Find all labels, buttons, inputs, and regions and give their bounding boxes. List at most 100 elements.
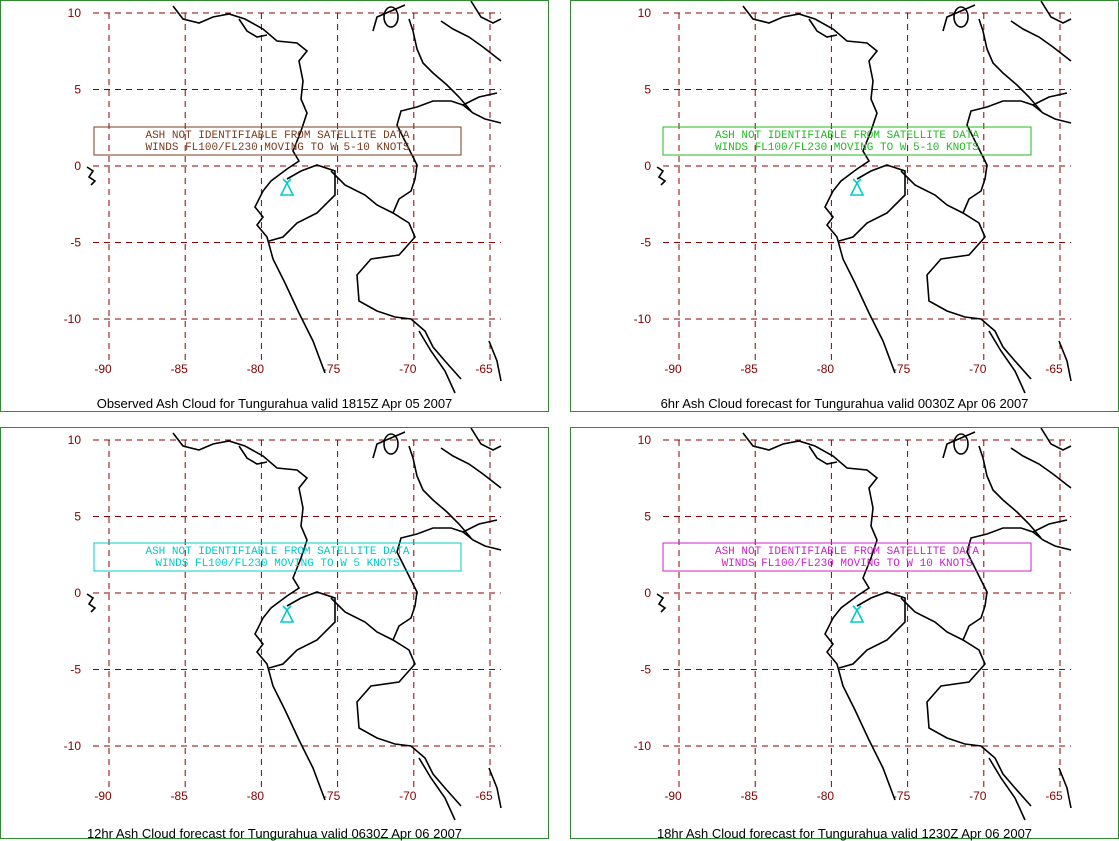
lat-tick-label: 5 [644, 510, 651, 524]
lake-outline [953, 6, 969, 28]
lat-tick-label: 5 [644, 83, 651, 97]
galapagos-islands [656, 593, 667, 613]
coastline-path [462, 519, 498, 533]
coastline-path [742, 5, 896, 374]
lat-tick-label: -10 [64, 739, 82, 753]
coastline-path [1010, 447, 1072, 489]
coastline-path [966, 100, 1072, 142]
ash-status-frame [93, 542, 462, 572]
coastline-path [1040, 1, 1072, 24]
ash-status-line-1: ASH NOT IDENTIFIABLE FROM SATELLITE DATA [715, 546, 979, 558]
lon-tick-label: -90 [664, 362, 682, 376]
lon-tick-label: -70 [969, 789, 987, 803]
ash-status-box: ASH NOT IDENTIFIABLE FROM SATELLITE DATA… [93, 126, 462, 156]
lat-tick-label: 0 [644, 159, 651, 173]
coastline-path [1032, 519, 1068, 533]
coastline-path [440, 447, 502, 489]
panel-caption: 18hr Ash Cloud forecast for Tungurahua v… [656, 826, 1033, 841]
coastline-path [268, 164, 336, 242]
coastline-path [488, 340, 502, 382]
coastline-path [396, 527, 502, 569]
map-canvas: 10 5 0 -5 -10 -90 -85 -80 -75 -70 -65 ASH NOT IDENT… [64, 428, 502, 821]
coastline-path [808, 18, 838, 38]
coastline-path [330, 170, 462, 380]
volcano-icon [849, 181, 865, 196]
coastline-path [962, 140, 988, 214]
lon-tick-label: -75 [323, 789, 341, 803]
coastline-path [470, 1, 502, 24]
coastline-path [488, 767, 502, 809]
lon-tick-label: -85 [171, 362, 189, 376]
lon-tick-label: -90 [664, 789, 682, 803]
coastline-path [900, 170, 1032, 380]
lon-tick-label: -85 [741, 362, 759, 376]
lon-tick-label: -70 [969, 362, 987, 376]
lon-tick-label: -70 [399, 789, 417, 803]
lat-tick-label: 0 [74, 586, 81, 600]
graticule [93, 12, 501, 361]
lon-tick-label: -80 [817, 789, 835, 803]
coastline-path [330, 597, 462, 807]
galapagos-islands [86, 593, 97, 613]
lat-tick-label: 0 [74, 159, 81, 173]
coastline-path [418, 330, 456, 394]
ash-status-line-2: WINDS FL100/FL230 MOVING TO W 10 KNOTS [722, 558, 973, 570]
lat-tick-label: -5 [640, 236, 651, 250]
map-panel-6hr: 10 5 0 -5 -10 -90 -85 -80 -75 -70 -65 ASH NOT IDENT… [570, 0, 1119, 412]
lat-tick-label: 10 [68, 433, 82, 447]
ash-status-box: ASH NOT IDENTIFIABLE FROM SATELLITE DATA… [93, 542, 462, 572]
coastline-path [1010, 20, 1072, 62]
map-canvas: 10 5 0 -5 -10 -90 -85 -80 -75 -70 -65 ASH NOT IDENT… [634, 1, 1072, 394]
galapagos-islands [656, 166, 667, 186]
coastline-path [392, 140, 418, 214]
lake-outline [383, 433, 399, 455]
coastline-path [988, 757, 1026, 821]
coastline-path [988, 330, 1026, 394]
lake-outline [953, 433, 969, 455]
graticule [93, 439, 501, 788]
map-panel-18hr: 10 5 0 -5 -10 -90 -85 -80 -75 -70 -65 ASH NOT IDENT… [570, 427, 1119, 841]
volcano-plume-icon [852, 605, 862, 612]
lon-tick-label: -90 [94, 362, 112, 376]
lon-tick-label: -80 [247, 789, 265, 803]
lat-tick-label: 0 [644, 586, 651, 600]
coastline-path [900, 597, 1032, 807]
coastline-path [1040, 428, 1072, 451]
lon-tick-label: -70 [399, 362, 417, 376]
volcano-plume-icon [282, 605, 292, 612]
coastline-path [462, 92, 498, 106]
panel-caption: 6hr Ash Cloud forecast for Tungurahua va… [660, 396, 1029, 411]
lat-tick-label: 10 [638, 433, 652, 447]
lat-tick-label: -5 [70, 236, 81, 250]
lon-tick-label: -85 [171, 789, 189, 803]
lat-tick-label: -10 [634, 312, 652, 326]
ash-status-frame [662, 542, 1032, 572]
lon-tick-label: -80 [247, 362, 265, 376]
coastline-path [408, 445, 472, 539]
lon-tick-label: -75 [323, 362, 341, 376]
volcano-icon [279, 608, 295, 623]
ash-status-box: ASH NOT IDENTIFIABLE FROM SATELLITE DATA… [662, 126, 1032, 156]
coastlines [656, 1, 1072, 394]
coastline-path [838, 164, 906, 242]
coastline-path [978, 18, 1042, 112]
coastline-path [238, 445, 268, 465]
lat-tick-label: 5 [74, 510, 81, 524]
lon-tick-label: -65 [1045, 789, 1063, 803]
coastlines [656, 428, 1072, 821]
lon-tick-label: -80 [817, 362, 835, 376]
coastlines [86, 428, 502, 821]
lat-tick-label: -10 [64, 312, 82, 326]
graticule [663, 12, 1071, 361]
coastline-path [172, 432, 326, 801]
map-canvas: 10 5 0 -5 -10 -90 -85 -80 -75 -70 -65 ASH NOT IDENT… [64, 1, 502, 394]
galapagos-islands [86, 166, 97, 186]
coastline-path [268, 591, 336, 669]
coastline-path [392, 567, 418, 641]
lat-tick-label: 5 [74, 83, 81, 97]
volcano-icon [849, 608, 865, 623]
coastline-path [978, 445, 1042, 539]
ash-status-line-2: WINDS FL100/FL230 MOVING TO W 5-10 KNOTS [145, 142, 409, 154]
coastline-path [470, 428, 502, 451]
coastline-path [440, 20, 502, 62]
